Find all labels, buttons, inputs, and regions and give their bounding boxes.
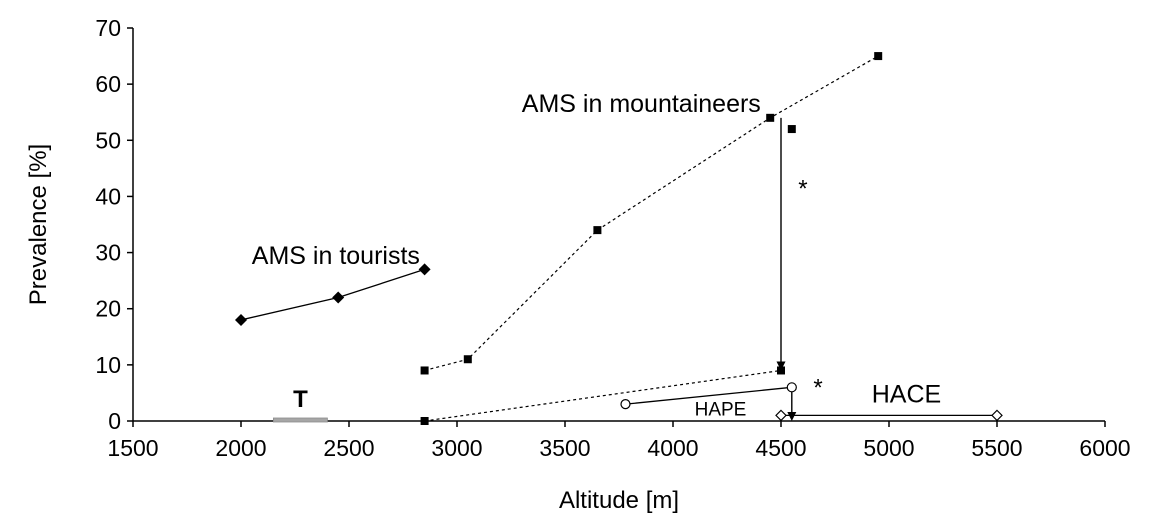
arrow-group bbox=[776, 117, 797, 421]
y-tick-label: 20 bbox=[95, 296, 121, 322]
y-tick-label: 40 bbox=[95, 183, 121, 209]
data-point-s1-2 bbox=[593, 226, 602, 235]
annotation-4: * bbox=[798, 175, 807, 202]
data-point-s4-1 bbox=[786, 382, 797, 393]
y-tick-label: 0 bbox=[108, 408, 121, 434]
data-point-s0-2 bbox=[418, 263, 431, 276]
range-bar-group: T bbox=[272, 386, 328, 423]
x-tick-label: 3000 bbox=[431, 435, 482, 461]
series-line-1 bbox=[424, 55, 879, 372]
annotation-0: AMS in tourists bbox=[252, 242, 420, 270]
data-point-s0-0 bbox=[235, 313, 247, 326]
data-point-s3-1 bbox=[777, 366, 785, 375]
x-tick-label: 4000 bbox=[647, 435, 698, 461]
x-tick-label: 2000 bbox=[215, 435, 266, 461]
data-point-s1-3 bbox=[766, 113, 775, 122]
annotation-group: AMS in tourists AMS in mountaineers HAPE HA… bbox=[252, 90, 941, 420]
x-tick-label: 1500 bbox=[107, 435, 158, 461]
x-tick-label: 2500 bbox=[323, 435, 374, 461]
annotation-1: AMS in mountaineers bbox=[522, 90, 761, 118]
y-tick-label: 50 bbox=[95, 127, 121, 153]
data-point-s1-1 bbox=[463, 355, 472, 364]
x-tick-label: 3500 bbox=[539, 435, 590, 461]
x-tick-label: 4500 bbox=[755, 435, 806, 461]
y-tick-label: 30 bbox=[95, 240, 121, 266]
data-point-s5-0 bbox=[775, 409, 787, 422]
annotation-3: HACE bbox=[872, 380, 941, 408]
range-bar bbox=[272, 417, 328, 423]
arrow-head-1 bbox=[787, 412, 797, 421]
y-tick-label: 70 bbox=[95, 15, 121, 41]
annotation-2: HAPE bbox=[695, 399, 747, 420]
annotation-5: * bbox=[813, 375, 822, 402]
data-point-s1-4 bbox=[874, 52, 883, 61]
series-line-4 bbox=[625, 386, 792, 405]
data-point-s3-0 bbox=[420, 417, 429, 425]
data-point-s4-0 bbox=[620, 399, 631, 410]
data-point-s2-0 bbox=[787, 125, 796, 134]
series-markers bbox=[235, 52, 1003, 425]
data-point-s5-1 bbox=[991, 409, 1003, 422]
x-tick-label: 6000 bbox=[1079, 435, 1130, 461]
x-axis-title: Altitude [m] bbox=[559, 487, 679, 514]
y-tick-label: 60 bbox=[95, 71, 121, 97]
y-tick-label: 10 bbox=[95, 352, 121, 378]
data-point-s1-0 bbox=[420, 366, 429, 375]
y-axis-title: Prevalence [%] bbox=[25, 144, 52, 305]
range-bar-label: T bbox=[293, 386, 308, 413]
tick-group: 1500 2000 2500 3000 3500 4000 4500 5000 5500 6000… bbox=[95, 15, 1130, 461]
data-point-s0-1 bbox=[332, 291, 345, 304]
x-tick-label: 5000 bbox=[863, 435, 914, 461]
axes-group bbox=[132, 28, 1105, 422]
arrow-head-0 bbox=[776, 361, 786, 371]
x-tick-label: 5500 bbox=[971, 435, 1022, 461]
series-line-0 bbox=[240, 268, 425, 321]
